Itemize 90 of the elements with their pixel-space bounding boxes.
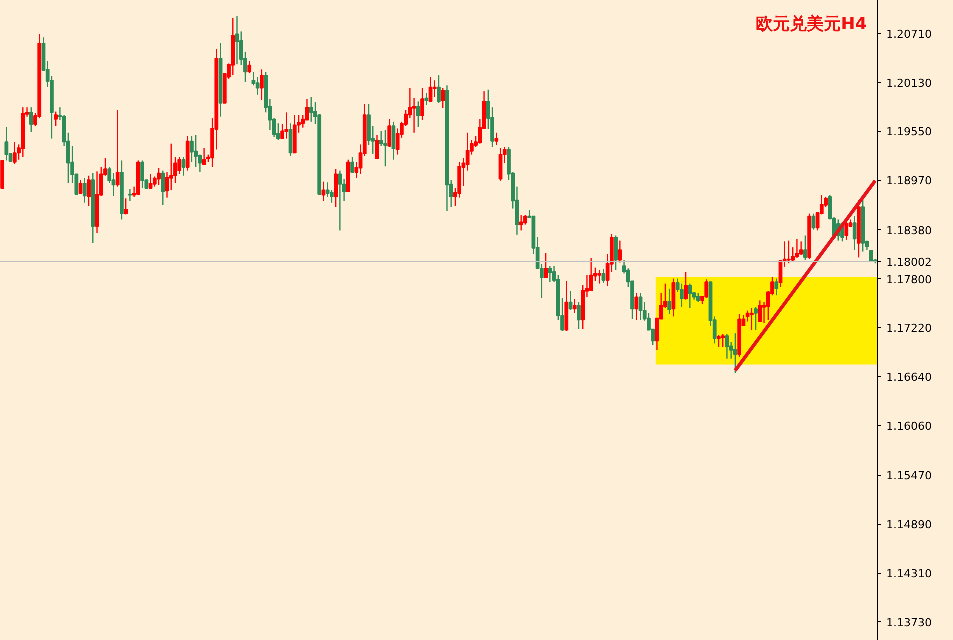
candlestick — [388, 118, 392, 148]
candlestick — [288, 123, 293, 158]
candlestick — [78, 180, 83, 196]
candlestick — [598, 270, 602, 284]
candlestick — [12, 142, 17, 165]
candlestick — [688, 283, 692, 309]
candlestick — [87, 175, 91, 207]
candlestick — [812, 213, 816, 230]
candlestick — [182, 156, 186, 176]
candlestick — [614, 235, 618, 271]
candlestick — [165, 172, 170, 198]
candlestick — [568, 290, 573, 311]
candlestick — [734, 332, 738, 374]
candlestick — [4, 126, 9, 162]
candlestick — [432, 80, 437, 98]
candlestick — [112, 172, 116, 197]
candlestick — [198, 154, 202, 174]
ref-line-label: 1.18002 — [886, 256, 932, 270]
candlestick — [350, 156, 354, 174]
candlestick — [128, 188, 132, 202]
candlestick — [248, 60, 252, 74]
y-tick-label: 1.14310 — [886, 568, 932, 581]
candlestick — [787, 240, 791, 264]
candlestick — [519, 214, 524, 232]
candlestick — [750, 308, 754, 331]
y-tick-label: 1.18380 — [886, 224, 932, 238]
candlestick — [618, 240, 622, 264]
y-tick-label: 1.16640 — [886, 371, 932, 384]
candlestick — [157, 168, 161, 186]
candlestick — [116, 110, 120, 188]
y-tick-label: 1.17220 — [886, 322, 932, 336]
candlestick — [82, 178, 87, 204]
candlestick — [392, 121, 396, 160]
candlestick — [494, 132, 499, 146]
candlestick — [548, 266, 552, 283]
candlestick — [124, 198, 128, 216]
text: 欧元兑美元H4 — [756, 14, 868, 34]
candlestick — [334, 168, 338, 208]
y-tick-label: 1.15470 — [886, 470, 932, 483]
candlestick — [704, 279, 709, 299]
candlestick — [696, 292, 700, 303]
candlestick — [202, 147, 206, 166]
candlestick — [148, 174, 153, 190]
candlestick — [29, 106, 34, 133]
candlestick — [375, 134, 380, 160]
candlestick — [140, 160, 144, 190]
candlestick — [634, 292, 639, 321]
candlestick — [441, 88, 446, 110]
y-tick-label: 1.13730 — [886, 616, 932, 630]
candlestick — [305, 98, 310, 121]
y-tick-label: 1.14890 — [886, 518, 932, 532]
candlestick — [338, 170, 342, 232]
y-tick-label: 1.20130 — [886, 76, 932, 90]
candlestick — [758, 300, 762, 322]
candlestick — [680, 283, 684, 308]
candlestick — [795, 238, 800, 260]
candlestick — [194, 134, 198, 168]
candlestick — [416, 101, 420, 128]
candlestick — [721, 334, 726, 348]
candlestick — [428, 76, 433, 104]
candlestick — [577, 302, 581, 330]
candlestick — [804, 235, 808, 261]
candlestick — [852, 216, 857, 251]
candlestick — [668, 288, 672, 315]
candlestick — [774, 278, 779, 296]
candlestick — [424, 92, 429, 106]
candlestick — [544, 252, 548, 279]
candlestick — [54, 111, 58, 127]
y-tick-label: 1.18970 — [886, 174, 932, 188]
candlestick — [717, 334, 721, 348]
y-tick-label: 1.19550 — [886, 126, 932, 139]
candlestick — [572, 298, 577, 314]
candlestick — [684, 271, 688, 300]
candlestick — [235, 16, 240, 66]
candlestick — [638, 292, 643, 321]
candlestick — [260, 69, 264, 101]
candlestick — [161, 170, 166, 206]
y-tick-label: 1.20710 — [886, 28, 932, 41]
candlestick — [725, 334, 730, 360]
candlestick — [309, 96, 314, 123]
candlestick — [384, 130, 388, 168]
candlestick — [420, 88, 424, 121]
candlestick — [799, 241, 804, 256]
candlestick — [602, 268, 606, 284]
candlestick — [284, 112, 289, 140]
candlestick — [437, 74, 441, 104]
y-tick-label: 1.17800 — [886, 273, 932, 286]
candlestick — [754, 306, 758, 331]
y-tick-label: 1.16060 — [886, 420, 932, 433]
candlestick — [322, 181, 326, 202]
